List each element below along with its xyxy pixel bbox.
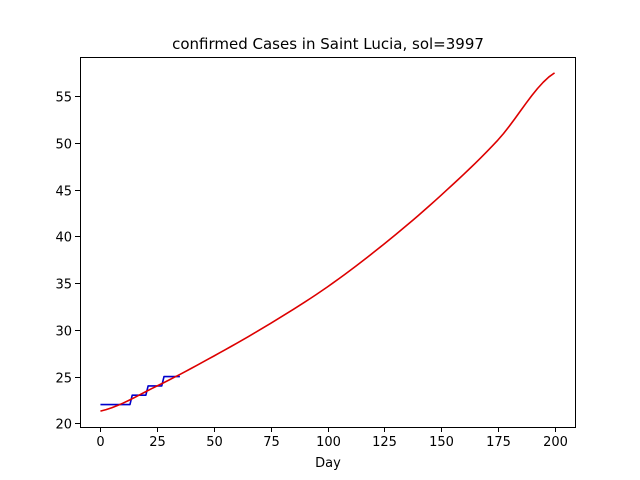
- y-tick-label: 35: [55, 278, 72, 293]
- x-tick-label: 0: [96, 435, 104, 450]
- x-tick-label: 150: [429, 435, 454, 450]
- y-axis: 20 25 30 35 40 45 50 55: [55, 91, 80, 433]
- y-tick-label: 40: [55, 231, 72, 246]
- x-axis-label: Day: [315, 456, 341, 471]
- x-tick-label: 75: [263, 435, 280, 450]
- plot-frame: [80, 57, 576, 428]
- x-axis: 0 25 50 75 100 125 150 175 200: [96, 427, 568, 450]
- series-line-fit: [100, 72, 556, 412]
- y-tick-label: 25: [55, 372, 72, 387]
- y-tick-label: 20: [55, 418, 72, 433]
- y-tick-label: 50: [55, 138, 72, 153]
- x-tick-label: 175: [486, 435, 511, 450]
- y-tick-label: 30: [55, 325, 72, 340]
- x-tick-label: 100: [316, 435, 341, 450]
- y-tick-label: 55: [55, 91, 72, 106]
- x-tick-label: 50: [206, 435, 223, 450]
- y-tick-label: 45: [55, 185, 72, 200]
- x-tick-label: 200: [543, 435, 568, 450]
- x-tick-label: 25: [149, 435, 166, 450]
- series-layer: [100, 72, 556, 412]
- x-tick-label: 125: [372, 435, 397, 450]
- chart-title: confirmed Cases in Saint Lucia, sol=3997: [172, 35, 484, 53]
- plot-area: [80, 57, 576, 428]
